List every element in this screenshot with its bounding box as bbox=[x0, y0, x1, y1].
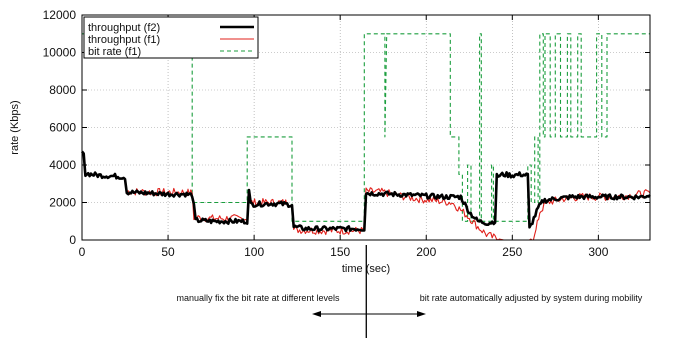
legend: throughput (f2)throughput (f1)bit rate (… bbox=[83, 16, 259, 59]
x-tick-label: 0 bbox=[79, 245, 86, 259]
right-arrow-head bbox=[417, 311, 426, 317]
series-layer bbox=[80, 33, 651, 241]
x-tick-label: 200 bbox=[416, 245, 436, 259]
series-line-0 bbox=[80, 150, 651, 233]
series-line-2 bbox=[82, 33, 650, 222]
left-arrow-head bbox=[312, 311, 321, 317]
legend-label-0: throughput (f2) bbox=[88, 22, 160, 34]
y-axis-title: rate (Kbps) bbox=[9, 100, 21, 154]
y-tick-label: 12000 bbox=[43, 8, 77, 22]
x-tick-label: 150 bbox=[330, 245, 350, 259]
y-tick-label: 0 bbox=[69, 233, 76, 247]
x-tick-label: 50 bbox=[161, 245, 175, 259]
legend-label-1: throughput (f1) bbox=[88, 34, 160, 46]
x-tick-label: 300 bbox=[588, 245, 608, 259]
annotation-manual: manually fix the bit rate at different l… bbox=[177, 293, 340, 303]
y-tick-label: 4000 bbox=[49, 158, 76, 172]
legend-label-2: bit rate (f1) bbox=[88, 46, 141, 58]
x-tick-label: 250 bbox=[502, 245, 522, 259]
y-tick-label: 8000 bbox=[49, 83, 76, 97]
ticks-layer: 0 2000 4000 6000 8000 10000 12000 0 50 100 150 200 2… bbox=[43, 8, 650, 259]
annotation-automatic: bit rate automatically adjusted by syste… bbox=[420, 293, 643, 303]
y-tick-label: 10000 bbox=[43, 46, 77, 60]
series-line-1 bbox=[126, 187, 651, 241]
x-tick-label: 100 bbox=[244, 245, 264, 259]
y-tick-label: 6000 bbox=[49, 121, 76, 135]
y-tick-label: 2000 bbox=[49, 196, 76, 210]
annotation-divider: manually fix the bit rate at different l… bbox=[177, 245, 643, 338]
